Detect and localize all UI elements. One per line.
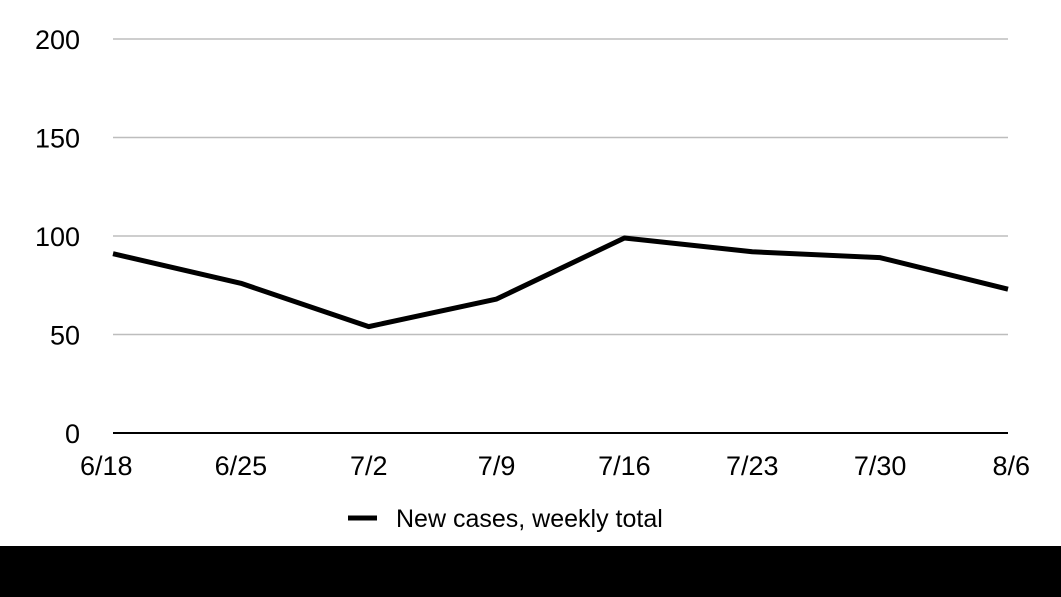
series-lines [113, 238, 1008, 327]
y-tick-label-50: 50 [50, 321, 80, 351]
x-tick-label-6-25: 6/25 [215, 451, 268, 481]
x-tick-label-7-23: 7/23 [726, 451, 779, 481]
x-tick-label-6-18: 6/18 [80, 451, 133, 481]
legend: New cases, weekly total [348, 505, 663, 533]
x-tick-label-7-30: 7/30 [854, 451, 907, 481]
x-tick-label-7-9: 7/9 [478, 451, 516, 481]
x-axis-tick-labels: 6/18 6/25 7/2 7/9 7/16 7/23 7/30 8/6 [80, 451, 1030, 481]
x-tick-label-8-6: 8/6 [992, 451, 1030, 481]
y-tick-label-100: 100 [35, 222, 80, 252]
y-tick-label-0: 0 [65, 419, 80, 449]
x-tick-label-7-16: 7/16 [598, 451, 651, 481]
y-tick-label-200: 200 [35, 25, 80, 55]
legend-label-new-cases: New cases, weekly total [396, 505, 663, 533]
series-line-0 [113, 238, 1008, 327]
gridlines [113, 39, 1008, 335]
y-axis-tick-labels: 0 50 100 150 200 [35, 25, 80, 449]
footer-bar [0, 546, 1061, 597]
y-tick-label-150: 150 [35, 124, 80, 154]
x-tick-label-7-2: 7/2 [350, 451, 388, 481]
